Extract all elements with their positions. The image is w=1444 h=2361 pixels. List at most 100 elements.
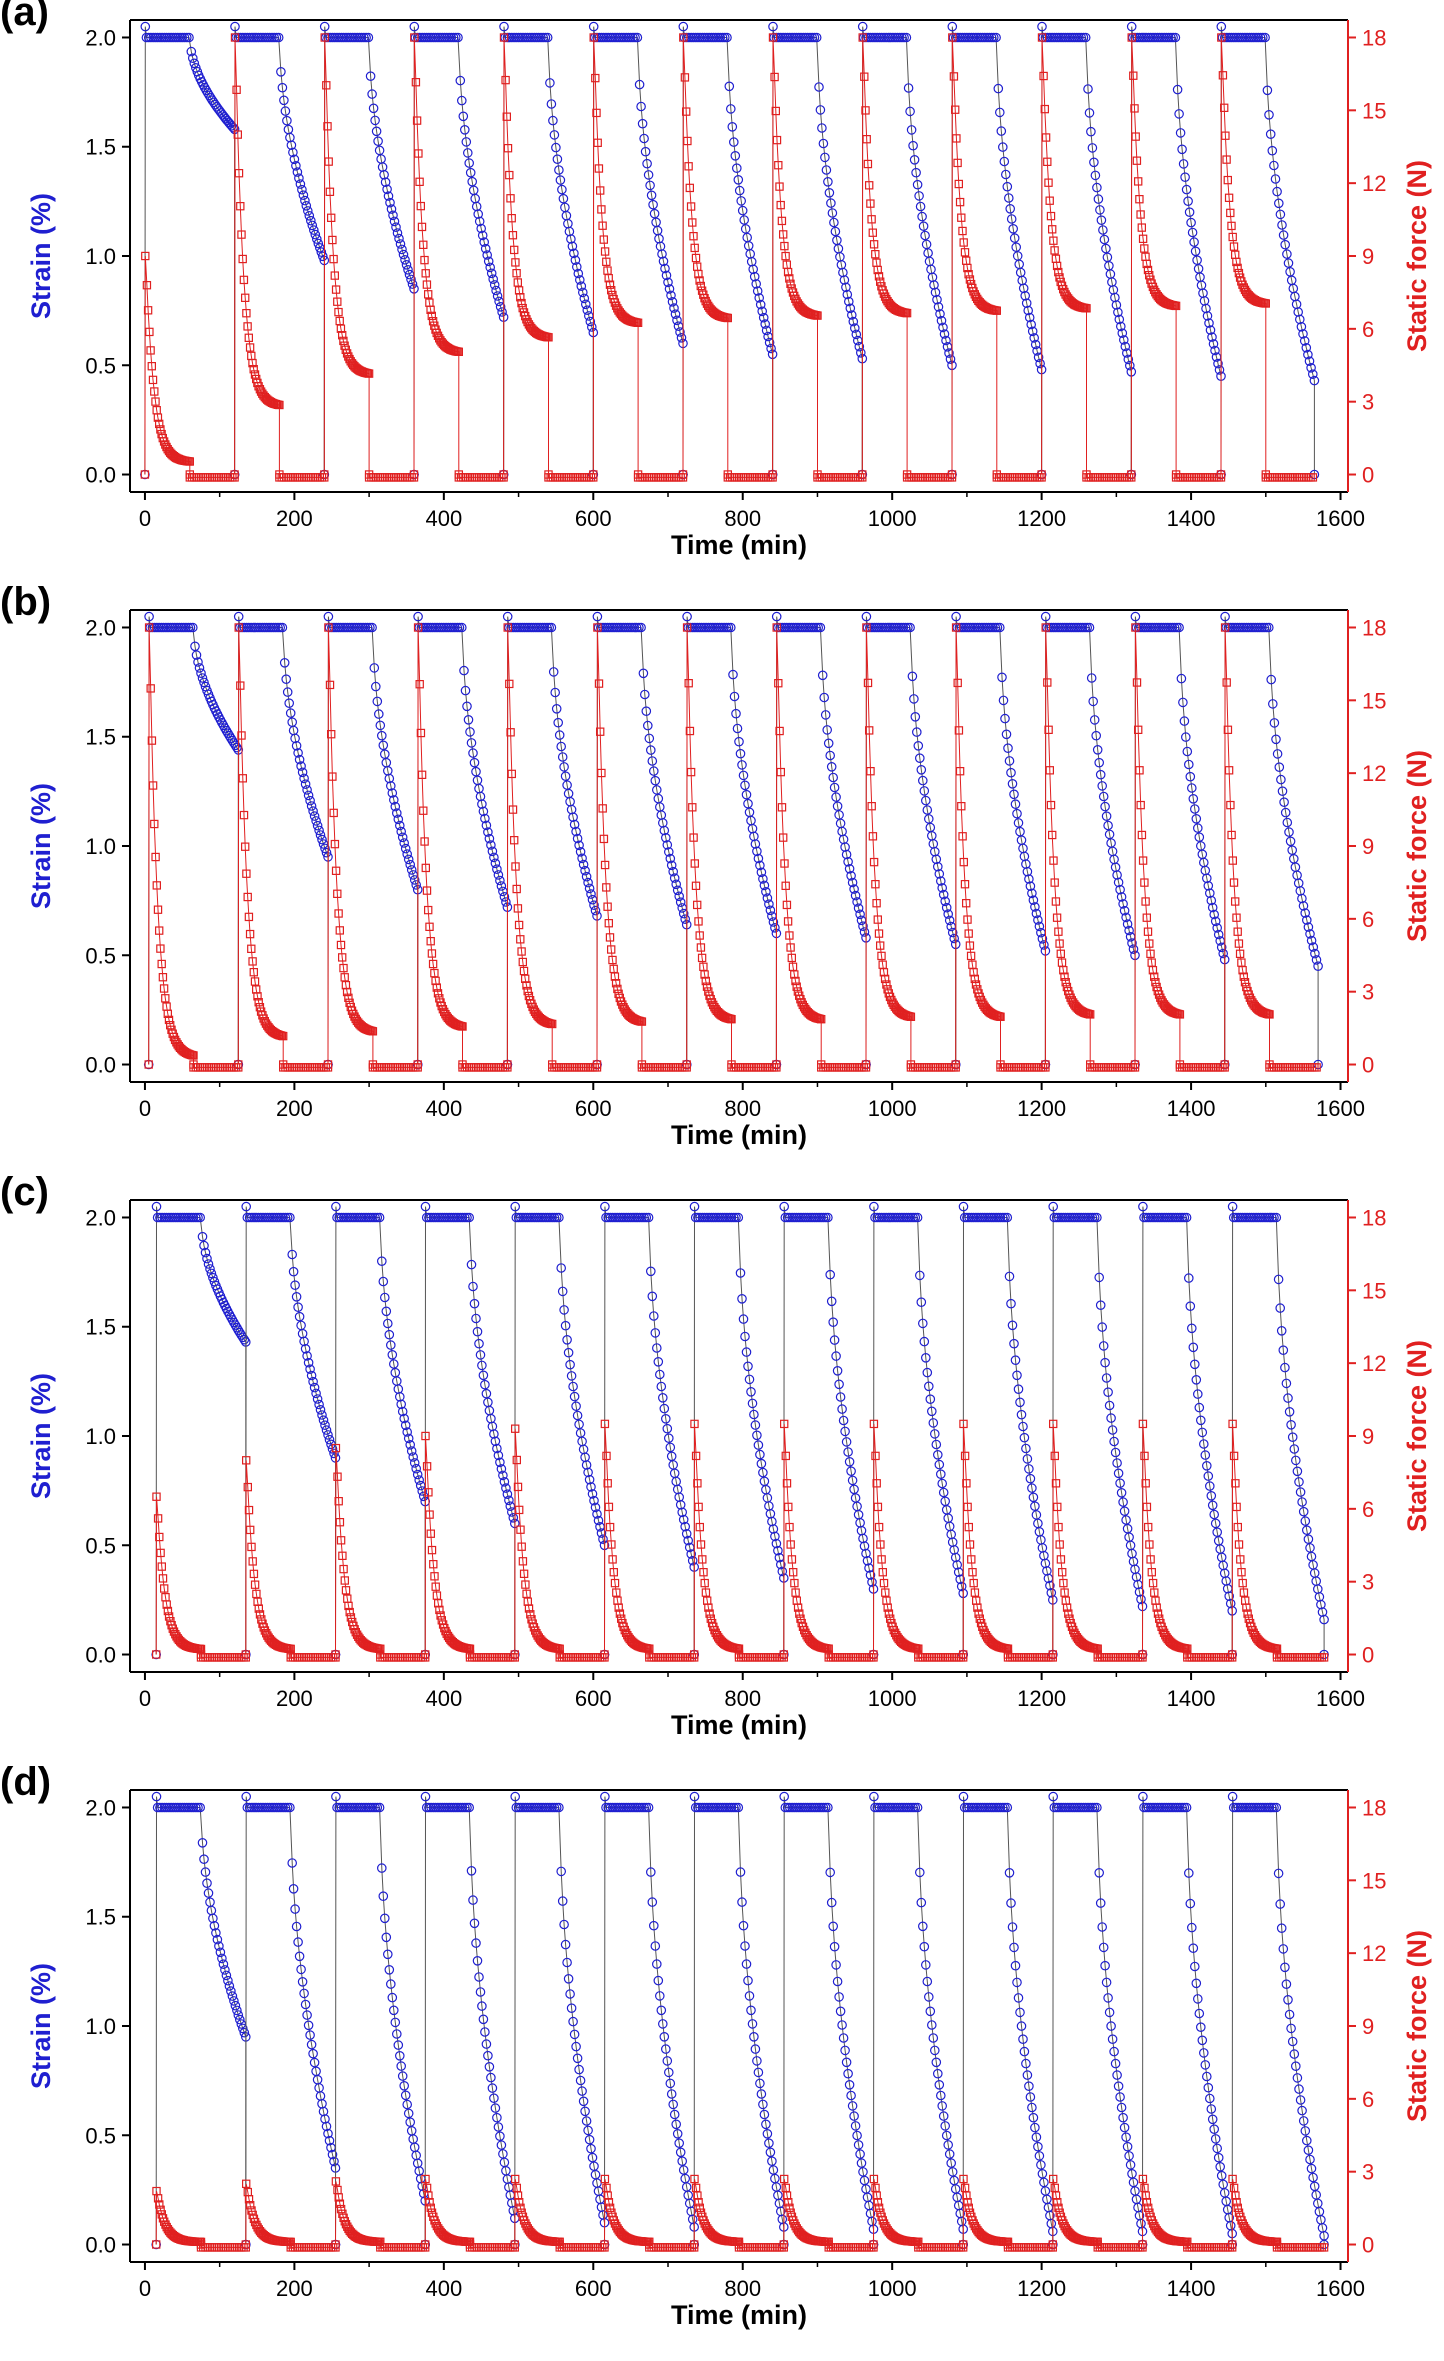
strain-point — [287, 1858, 297, 1868]
strain-point — [1302, 915, 1312, 925]
strain-point — [317, 834, 327, 845]
force-point — [333, 889, 342, 899]
y-left-tick-label: 0.0 — [85, 1053, 116, 1078]
force-point — [602, 1451, 611, 1461]
force-point — [232, 85, 241, 94]
force-point — [325, 680, 335, 690]
strain-point — [1269, 160, 1279, 171]
force-point — [234, 1060, 243, 1069]
strain-point — [853, 903, 864, 913]
force-point — [1227, 830, 1236, 840]
strain-point — [400, 843, 411, 854]
strain-cycle-line — [424, 1206, 516, 1655]
force-point — [253, 992, 262, 1001]
strain-point — [901, 32, 912, 43]
force-point — [959, 238, 968, 247]
strain-point — [468, 748, 478, 758]
force-point — [421, 1650, 430, 1659]
strain-point — [1282, 249, 1292, 259]
strain-point — [1213, 929, 1224, 940]
strain-point — [1125, 360, 1135, 371]
force-point — [522, 1589, 531, 1599]
strain-cycle-line — [417, 616, 508, 1065]
strain-point — [823, 738, 834, 749]
strain-point — [386, 204, 397, 214]
strain-point — [767, 1516, 777, 1527]
strain-point — [846, 870, 856, 881]
strain-point — [1220, 611, 1230, 622]
strain-point — [383, 191, 394, 201]
strain-point — [548, 115, 558, 126]
force-point — [162, 1600, 171, 1609]
strain-point — [546, 99, 557, 109]
strain-point — [380, 177, 391, 187]
strain-point — [1309, 375, 1320, 386]
strain-point — [188, 53, 198, 63]
force-point — [244, 912, 254, 922]
strain-point — [775, 1559, 786, 1570]
strain-point — [232, 2005, 242, 2016]
strain-point — [1267, 145, 1278, 156]
strain-point — [306, 1370, 317, 1381]
y-right-tick-label: 9 — [1362, 1424, 1374, 1449]
strain-point — [1092, 1212, 1102, 1223]
force-point — [239, 275, 249, 285]
strain-point — [914, 191, 924, 201]
strain-point — [1098, 225, 1108, 235]
strain-point — [662, 1423, 673, 1434]
strain-point — [912, 179, 923, 190]
strain-point — [826, 762, 837, 772]
strain-point — [475, 791, 486, 802]
strain-point — [1298, 1506, 1309, 1517]
force-point — [780, 241, 789, 251]
strain-point — [1046, 1587, 1057, 1598]
strain-point — [747, 1398, 758, 1409]
strain-point — [1024, 312, 1035, 323]
strain-point — [752, 846, 762, 857]
strain-point — [656, 1381, 667, 1392]
strain-point — [1120, 341, 1131, 352]
strain-point — [738, 770, 749, 781]
force-point — [965, 275, 975, 284]
strain-point — [1100, 1357, 1110, 1368]
force-point — [869, 857, 879, 867]
y-right-tick-label: 6 — [1362, 1497, 1374, 1522]
force-point — [783, 917, 793, 926]
strain-point — [654, 1369, 665, 1380]
strain-point — [1116, 892, 1127, 902]
force-point — [603, 1479, 612, 1488]
x-tick-label: 200 — [276, 2276, 313, 2301]
strain-point — [1313, 961, 1323, 971]
force-point — [510, 836, 519, 845]
strain-point — [1015, 1397, 1025, 1408]
strain-point — [1303, 922, 1314, 932]
strain-point — [586, 2143, 596, 2154]
strain-point — [385, 197, 395, 208]
force-point — [949, 72, 959, 81]
strain-point — [305, 2030, 315, 2040]
strain-point — [477, 230, 488, 241]
strain-point — [932, 861, 943, 872]
strain-point — [314, 243, 325, 253]
strain-point — [1118, 1497, 1128, 1507]
force-point — [1175, 1010, 1185, 1019]
strain-point — [279, 95, 289, 106]
strain-point — [1094, 1272, 1104, 1283]
force-point — [594, 164, 604, 173]
force-point — [335, 926, 345, 935]
force-point — [1216, 470, 1226, 479]
force-point — [876, 1540, 885, 1549]
force-point — [336, 940, 346, 950]
strain-point — [755, 1449, 765, 1460]
x-tick-label: 1600 — [1316, 2276, 1365, 2301]
force-point — [953, 158, 962, 168]
strain-point — [1174, 622, 1184, 633]
force-point — [877, 1555, 886, 1564]
strain-point — [1122, 919, 1133, 929]
strain-point — [403, 2108, 414, 2119]
strain-point — [645, 180, 655, 191]
force-point — [1140, 1451, 1149, 1461]
force-point — [243, 322, 252, 331]
force-point — [341, 1586, 351, 1595]
force-point — [339, 336, 348, 346]
